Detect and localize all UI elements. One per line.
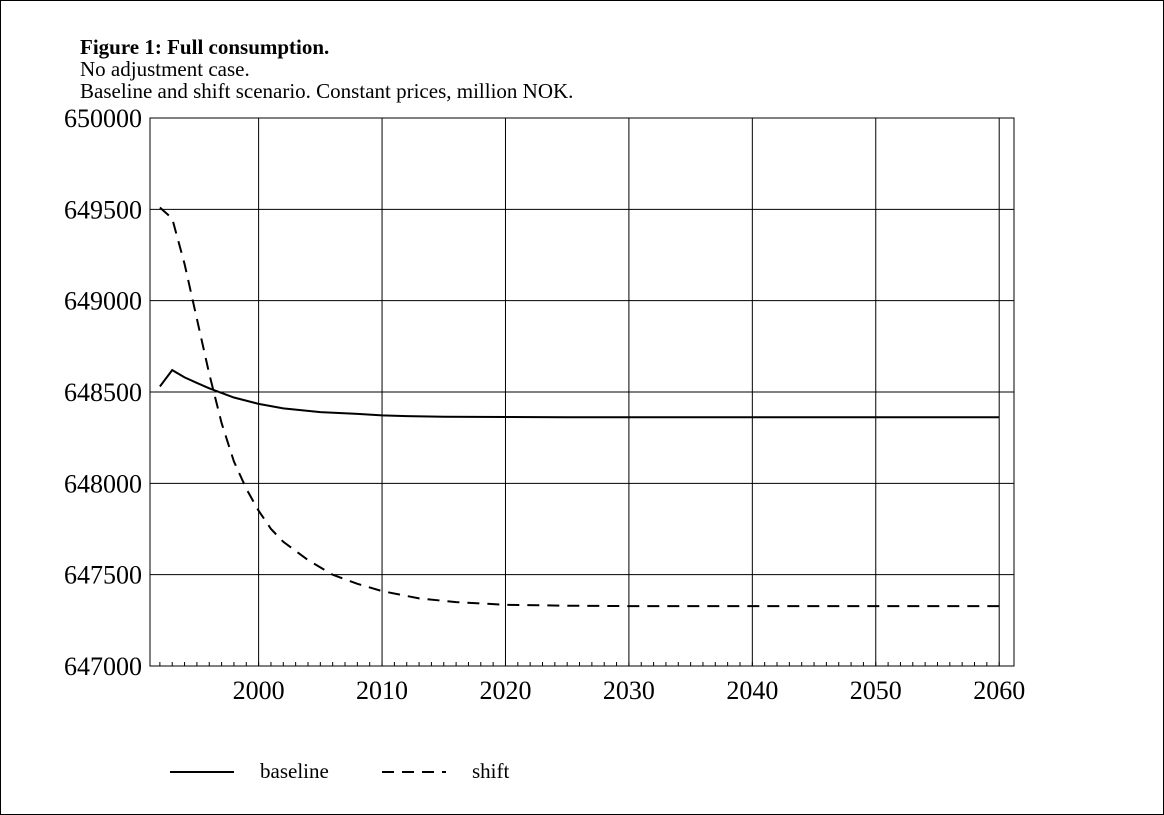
chart-subtitle-line-1: No adjustment case. <box>80 57 250 81</box>
series-line-shift <box>159 206 1000 608</box>
y-tick-label: 648500 <box>64 378 142 407</box>
x-tick-label: 2000 <box>233 676 285 705</box>
chart-grid <box>150 117 1014 667</box>
chart-title: Figure 1: Full consumption. <box>80 35 330 59</box>
x-tick-label: 2030 <box>603 676 655 705</box>
chart-subtitle-line-2: Baseline and shift scenario. Constant pr… <box>80 79 574 103</box>
legend-label-baseline: baseline <box>260 759 329 783</box>
series-line-baseline <box>159 368 1000 419</box>
x-tick-label: 2010 <box>356 676 408 705</box>
y-tick-label: 650000 <box>64 104 142 133</box>
y-tick-label: 647000 <box>64 652 142 681</box>
y-tick-label: 647500 <box>64 561 142 590</box>
legend-label-shift: shift <box>472 759 510 783</box>
y-tick-label: 648000 <box>64 469 142 498</box>
x-tick-label: 2040 <box>726 676 778 705</box>
plot-area-rect <box>149 117 1015 667</box>
y-axis-ticks: 647000 647500 648000 648500 649000 649500 6500… <box>64 104 142 681</box>
chart-title-block: Figure 1: Full consumption. No adjustmen… <box>80 36 573 102</box>
x-tick-label: 2020 <box>479 676 531 705</box>
plot-area-border <box>149 117 1015 667</box>
x-tick-label: 2060 <box>973 676 1025 705</box>
x-axis-ticks: 2000 2010 2020 2030 2040 2050 2060 <box>233 676 1026 705</box>
y-tick-label: 649500 <box>64 195 142 224</box>
chart-series <box>159 206 1000 608</box>
y-tick-label: 649000 <box>64 287 142 316</box>
chart-legend: baseline shift <box>170 759 510 783</box>
x-tick-label: 2050 <box>850 676 902 705</box>
